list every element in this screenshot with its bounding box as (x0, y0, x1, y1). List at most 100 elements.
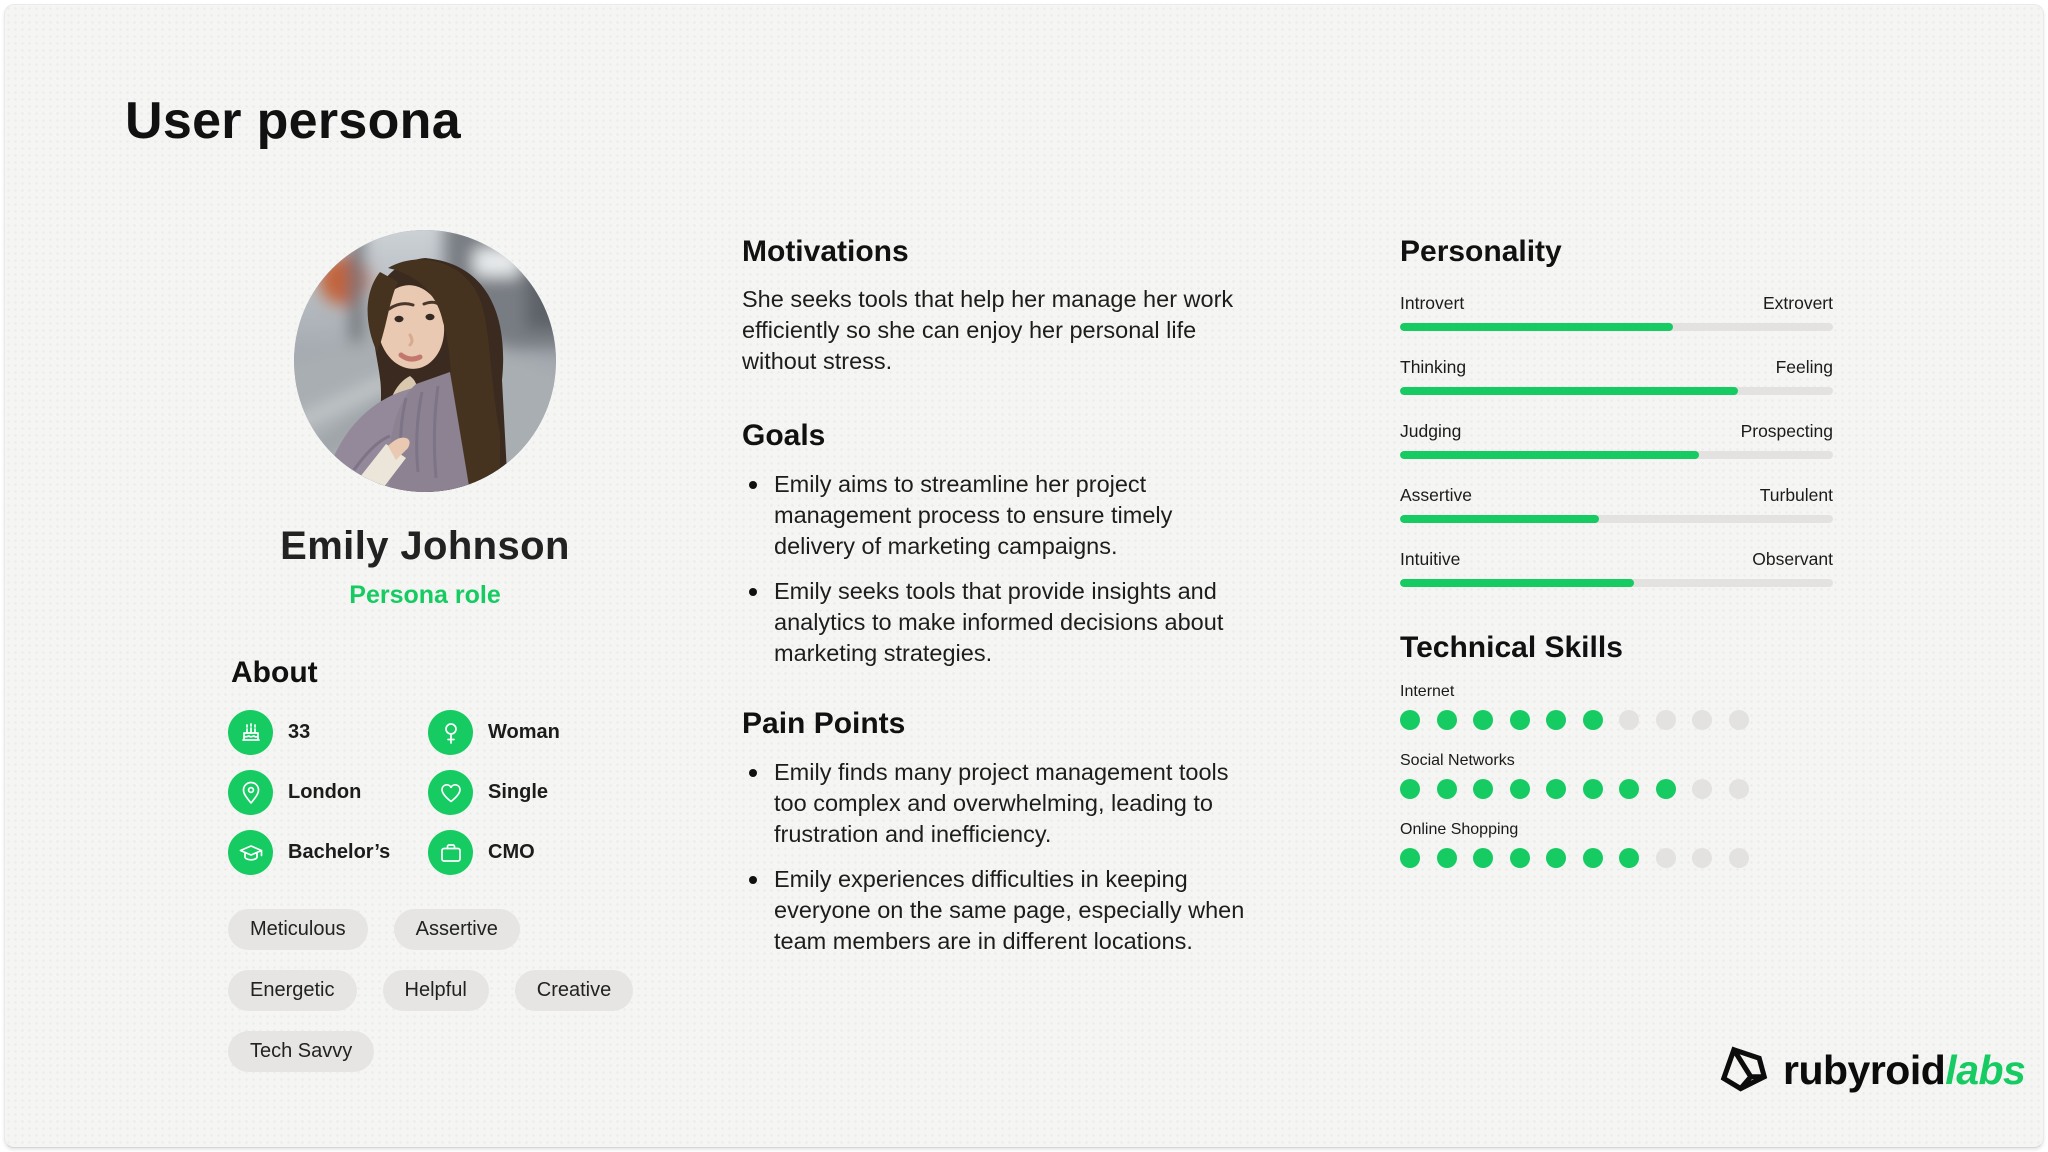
persona-card: User persona (4, 4, 2044, 1148)
skill-dot-filled (1509, 779, 1530, 799)
skill-dot-empty (1728, 779, 1749, 799)
heart-icon (428, 770, 473, 815)
slider-right-label: Extrovert (1762, 293, 1833, 313)
trait-tag: Helpful (382, 970, 489, 1011)
skill-dots (1400, 779, 1833, 799)
persona-role: Persona role (349, 581, 501, 609)
slider-right-label: Observant (1752, 549, 1833, 569)
persona-photo (294, 230, 556, 492)
location-pin-icon (228, 770, 273, 815)
skill-dot-filled (1546, 710, 1566, 730)
brand-name-black: rubyroid (1783, 1046, 1946, 1093)
skill-dot-filled (1400, 848, 1420, 868)
skill-dot-filled (1655, 779, 1676, 799)
about-value: Woman (488, 721, 560, 743)
skill-dot-filled (1400, 710, 1420, 730)
skill-name: Internet (1400, 683, 1455, 700)
about-item-status: Single (428, 770, 628, 815)
trait-tag: Assertive (393, 909, 520, 950)
slider-left-label: Thinking (1400, 357, 1467, 377)
goal-item: Emily aims to streamline her project man… (742, 469, 1247, 562)
about-value: CMO (488, 841, 535, 863)
skill-dot-filled (1546, 779, 1566, 799)
skill-dot-filled (1619, 779, 1639, 799)
personality-heading: Personality (1400, 235, 1562, 268)
trait-tag: Meticulous (228, 909, 368, 950)
page-title: User persona (125, 92, 461, 150)
slider-left-label: Assertive (1400, 485, 1472, 505)
about-heading: About (231, 656, 318, 689)
about-item-gender: Woman (428, 710, 628, 755)
slider-left-label: Intuitive (1400, 549, 1461, 569)
gem-icon (1720, 1046, 1768, 1092)
pain-point-item: Emily finds many project management tool… (742, 757, 1247, 850)
personality-slider-assertive-turbulent: Assertive Turbulent (1400, 485, 1833, 523)
skill-dot-filled (1473, 848, 1493, 868)
skill-name: Social Networks (1400, 752, 1515, 769)
skill-dot-empty (1728, 710, 1749, 730)
slider-fill (1400, 323, 1673, 331)
about-item-age: 33 (228, 710, 428, 755)
pain-points-list: Emily finds many project management tool… (742, 757, 1247, 957)
brand-logo: rubyroidlabs (1717, 1043, 2026, 1097)
goals-list: Emily aims to streamline her project man… (742, 469, 1247, 669)
skill-dot-empty (1692, 848, 1712, 868)
skill-dot-empty (1619, 710, 1639, 730)
trait-tag: Tech Savvy (228, 1031, 375, 1072)
skill-dot-filled (1473, 710, 1493, 730)
skill-dot-empty (1692, 779, 1712, 799)
skill-name: Online Shopping (1400, 821, 1519, 838)
slider-track (1400, 323, 1833, 331)
slider-fill (1400, 387, 1738, 395)
skill-dot-filled (1436, 848, 1457, 868)
skill-dots (1400, 848, 1833, 868)
skill-dot-empty (1728, 848, 1749, 868)
trait-tags: Meticulous Assertive Energetic Helpful C… (228, 909, 638, 1072)
skill-dot-filled (1473, 779, 1493, 799)
personality-slider-thinking-feeling: Thinking Feeling (1400, 357, 1833, 395)
skill-dot-filled (1509, 710, 1530, 730)
goals-heading: Goals (742, 419, 826, 452)
about-item-job: CMO (428, 830, 628, 875)
skill-social-networks: Social Networks (1400, 752, 1833, 799)
about-grid: 33 Woman London Single (228, 710, 625, 875)
profile-column: Emily Johnson Persona role About 33 Woma… (225, 230, 634, 1072)
skill-dot-empty (1692, 710, 1712, 730)
goal-item: Emily seeks tools that provide insights … (742, 576, 1247, 669)
personality-slider-introvert-extrovert: Introvert Extrovert (1400, 293, 1833, 331)
pain-point-item: Emily experiences difficulties in keepin… (742, 864, 1247, 957)
skill-dot-empty (1655, 848, 1676, 868)
skill-online-shopping: Online Shopping (1400, 821, 1833, 868)
about-value: London (288, 781, 362, 803)
skill-dot-filled (1546, 848, 1566, 868)
slider-left-label: Judging (1400, 421, 1462, 441)
slider-right-label: Turbulent (1759, 485, 1833, 505)
brand-wordmark: rubyroidlabs (1783, 1046, 2026, 1094)
trait-tag: Creative (514, 970, 634, 1011)
metrics-column: Personality Introvert Extrovert Thinking… (1400, 235, 1833, 890)
about-value: Bachelor’s (288, 841, 391, 863)
female-gender-icon (428, 710, 473, 755)
personality-slider-judging-prospecting: Judging Prospecting (1400, 421, 1833, 459)
pain-points-heading: Pain Points (742, 707, 906, 740)
slider-track (1400, 451, 1833, 459)
skill-dot-empty (1655, 710, 1676, 730)
about-item-education: Bachelor’s (228, 830, 428, 875)
slider-right-label: Prospecting (1740, 421, 1833, 441)
personality-slider-intuitive-observant: Intuitive Observant (1400, 549, 1833, 587)
skill-dot-filled (1436, 710, 1457, 730)
persona-name: Emily Johnson (280, 524, 570, 568)
slider-right-label: Feeling (1775, 357, 1833, 377)
briefcase-icon (428, 830, 473, 875)
skill-dot-filled (1400, 779, 1420, 799)
skill-dot-filled (1509, 848, 1530, 868)
skill-dot-filled (1582, 848, 1603, 868)
birthday-cake-icon (228, 710, 273, 755)
graduation-cap-icon (228, 830, 273, 875)
skill-dot-filled (1619, 848, 1639, 868)
skill-dot-filled (1436, 779, 1457, 799)
portrait-illustration (294, 230, 556, 492)
slider-track (1400, 515, 1833, 523)
skill-dot-filled (1582, 779, 1603, 799)
skill-dot-filled (1582, 710, 1603, 730)
